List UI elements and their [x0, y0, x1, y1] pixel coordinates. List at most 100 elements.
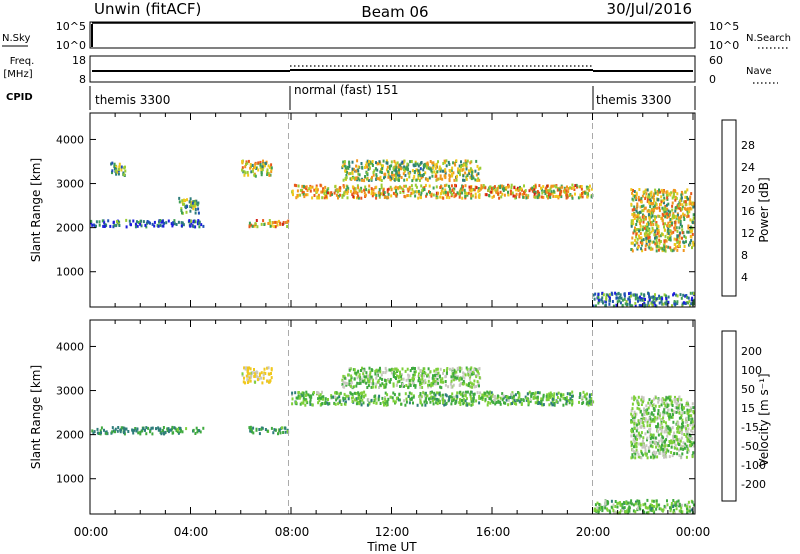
data-cell [403, 184, 406, 188]
data-cell [656, 244, 659, 248]
data-cell [464, 194, 467, 198]
data-cell [505, 398, 508, 402]
data-cell [578, 396, 581, 399]
data-cell [513, 186, 516, 190]
data-cell [566, 195, 569, 199]
data-cell [614, 510, 617, 514]
data-cell [494, 398, 497, 402]
data-cell [478, 401, 481, 405]
data-cell [501, 398, 504, 402]
data-cell [312, 392, 315, 396]
data-cell [656, 232, 659, 236]
data-cell [644, 303, 647, 307]
data-cell [482, 396, 485, 399]
data-cell [584, 395, 587, 399]
data-cell [675, 226, 678, 230]
data-cell [419, 380, 422, 384]
data-cell [323, 191, 326, 195]
data-cell [623, 297, 626, 301]
data-cell [693, 201, 695, 205]
data-cell [394, 185, 397, 189]
data-cell [291, 189, 294, 193]
data-cell [685, 294, 688, 297]
data-cell [151, 222, 154, 226]
data-cell [387, 192, 390, 196]
data-cell [525, 398, 528, 402]
data-cell [663, 402, 666, 405]
data-cell [658, 427, 661, 431]
data-cell [98, 432, 100, 435]
data-cell [599, 503, 602, 507]
ytick-label: 4000 [56, 133, 84, 146]
data-cell [194, 432, 197, 435]
data-cell [668, 192, 671, 196]
data-cell [672, 434, 675, 438]
data-cell [318, 394, 321, 398]
data-cell [492, 194, 495, 198]
data-cell [259, 163, 262, 167]
data-cell [660, 300, 663, 303]
data-cell [243, 173, 246, 177]
data-cell [422, 173, 425, 176]
data-cell [418, 192, 421, 196]
data-cell [502, 394, 505, 398]
data-cell [477, 172, 480, 176]
data-cell [420, 184, 423, 188]
data-cell [190, 221, 193, 225]
data-cell [631, 241, 634, 245]
data-cell [633, 293, 636, 297]
data-cell [425, 162, 428, 166]
data-cell [648, 235, 651, 239]
data-cell [260, 427, 263, 431]
data-cell [677, 421, 680, 425]
data-cell [630, 396, 633, 400]
data-cell [657, 228, 660, 232]
data-cell [469, 381, 472, 385]
data-cell [423, 162, 426, 166]
data-cell [310, 395, 313, 399]
data-cell [692, 406, 695, 410]
data-cell [367, 384, 370, 388]
data-cell [640, 403, 643, 406]
data-cell [565, 399, 568, 403]
data-cell [471, 385, 474, 389]
data-cell [420, 382, 423, 386]
data-cell [638, 229, 641, 233]
data-cell [115, 169, 118, 173]
data-cell [648, 428, 650, 432]
data-cell [690, 207, 693, 211]
power-grid [287, 113, 593, 307]
data-cell [445, 372, 448, 376]
data-cell [636, 204, 639, 208]
data-cell [616, 502, 619, 506]
time-tick-label: 04:00 [174, 525, 209, 539]
data-cell [490, 190, 493, 194]
data-cell [644, 419, 647, 423]
data-cell [465, 390, 467, 394]
data-cell [466, 192, 468, 196]
data-cell [92, 223, 95, 227]
data-cell [453, 187, 456, 191]
data-cell [594, 503, 597, 507]
data-cell [464, 373, 467, 377]
data-cell [140, 219, 143, 223]
data-cell [686, 503, 689, 507]
data-cell [370, 381, 373, 385]
data-cell [680, 398, 683, 402]
data-cell [652, 202, 655, 206]
data-cell [663, 239, 666, 243]
data-cell [678, 443, 680, 446]
data-cell [641, 209, 644, 213]
data-cell [679, 202, 682, 206]
data-cell [250, 170, 253, 174]
data-cell [382, 189, 385, 193]
data-cell [686, 188, 689, 192]
data-cell [646, 456, 649, 460]
data-cell [537, 401, 540, 404]
data-cell [557, 391, 560, 395]
data-cell [457, 167, 460, 171]
data-cell [647, 411, 650, 415]
data-cell [590, 195, 593, 199]
data-cell [658, 206, 661, 210]
data-cell [436, 170, 439, 174]
